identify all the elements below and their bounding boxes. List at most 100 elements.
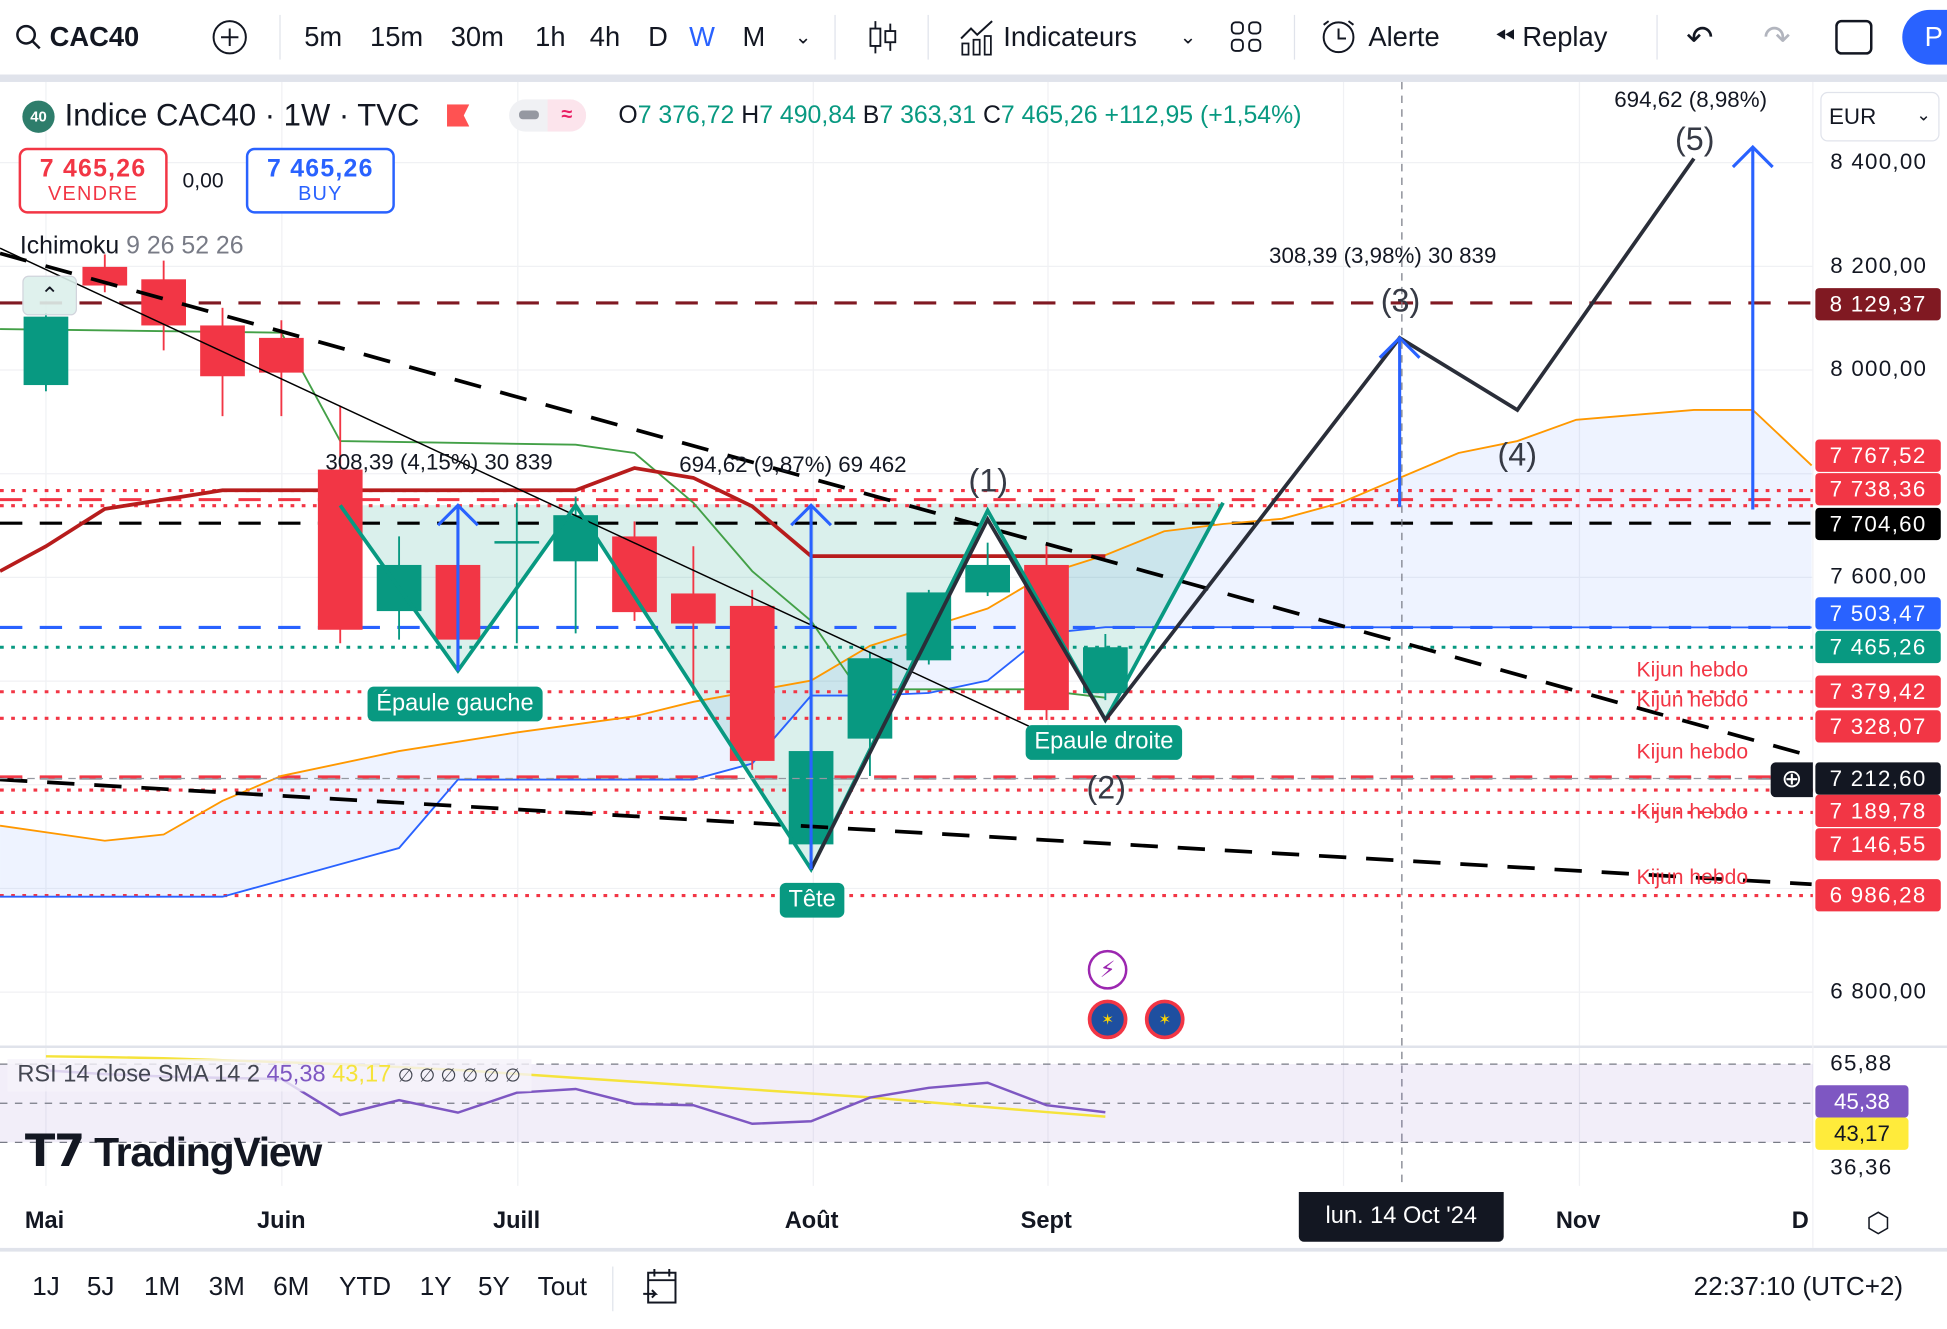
head-label[interactable]: Tête xyxy=(779,882,845,918)
indicators-dropdown[interactable]: ⌄ xyxy=(1179,27,1197,49)
alert-button[interactable]: Alerte xyxy=(1319,17,1440,57)
kijun-label: Kijun hebdo xyxy=(1636,658,1749,682)
interval-30m[interactable]: 30m xyxy=(450,21,504,53)
search-icon xyxy=(16,24,41,50)
interval-15m[interactable]: 15m xyxy=(370,21,424,53)
left-shoulder-label[interactable]: Épaule gauche xyxy=(367,686,543,722)
candle-down xyxy=(141,279,187,326)
clock-timezone[interactable]: 22:37:10 (UTC+2) xyxy=(1693,1272,1904,1302)
data-status-pill[interactable]: ≈ xyxy=(509,99,587,132)
wave-label[interactable]: (1) xyxy=(968,461,1008,500)
undo-button[interactable]: ↶ xyxy=(1686,17,1713,57)
publish-button[interactable]: P xyxy=(1902,9,1947,65)
range-6M[interactable]: 6M xyxy=(273,1272,310,1302)
market-closed-flag-icon xyxy=(447,104,470,127)
price-badge: 7 146,55 xyxy=(1815,828,1941,861)
kijun-sen-line xyxy=(0,466,1106,573)
interval-W[interactable]: W xyxy=(689,21,715,53)
grid-icon xyxy=(1230,21,1262,52)
interval-dropdown[interactable]: ⌄ xyxy=(794,27,812,49)
wave-label[interactable]: (4) xyxy=(1497,435,1537,474)
price-badge: 7 767,52 xyxy=(1815,439,1941,472)
ichimoku-cloud xyxy=(0,409,1812,897)
chikou-span-line xyxy=(0,328,1106,699)
axis-settings-button[interactable]: ⬡ xyxy=(1866,1207,1890,1239)
range-1J[interactable]: 1J xyxy=(32,1272,60,1302)
ohlc-values: O7 376,72 H7 490,84 B7 363,31 C7 465,26 … xyxy=(618,101,1302,130)
wave-label[interactable]: (5) xyxy=(1675,120,1715,158)
symbol-title[interactable]: Indice CAC40 · 1W · TVC xyxy=(64,98,420,133)
sell-button[interactable]: 7 465,26 VENDRE xyxy=(18,147,168,214)
eu-flag-event-icon[interactable]: ✶ xyxy=(1087,999,1128,1040)
currency-select[interactable]: EUR ⌄ xyxy=(1820,91,1940,142)
range-1Y[interactable]: 1Y xyxy=(419,1272,452,1302)
tradingview-logo[interactable]: 𝗧𝟳 TradingView xyxy=(24,1124,322,1176)
time-axis-label: Mai xyxy=(24,1208,65,1235)
arrow-head-icon xyxy=(1378,335,1421,359)
interval-M[interactable]: M xyxy=(742,21,766,53)
delay-icon: ≈ xyxy=(547,99,587,132)
range-5J[interactable]: 5J xyxy=(86,1272,115,1302)
wave-label[interactable]: (3) xyxy=(1380,281,1421,320)
range-5Y[interactable]: 5Y xyxy=(478,1272,510,1302)
arrow-head-icon xyxy=(1731,144,1774,169)
alarm-clock-icon xyxy=(1322,20,1355,54)
right-shoulder-label[interactable]: Epaule droite xyxy=(1025,725,1183,760)
lightning-event-icon[interactable]: ⚡︎ xyxy=(1087,949,1128,990)
collapse-legend-button[interactable]: ⌃ xyxy=(22,275,77,316)
interval-D[interactable]: D xyxy=(648,21,668,53)
symbol-label: CAC40 xyxy=(49,21,140,53)
plus-circle-icon: ⊕ xyxy=(1781,766,1803,794)
range-1M[interactable]: 1M xyxy=(144,1272,181,1302)
goto-date-button[interactable] xyxy=(641,1267,681,1313)
chevron-up-icon: ⌃ xyxy=(40,283,60,308)
candle-down xyxy=(671,593,716,624)
rsi-sma-badge: 43,17 xyxy=(1815,1117,1909,1150)
interval-5m[interactable]: 5m xyxy=(304,21,343,53)
eu-flag-event-icon[interactable]: ✶ xyxy=(1144,999,1185,1040)
compare-button[interactable] xyxy=(211,17,248,57)
wave-label[interactable]: (2) xyxy=(1086,768,1126,806)
add-alert-plus-button[interactable]: ⊕ xyxy=(1770,762,1813,798)
fullscreen-button[interactable] xyxy=(1835,17,1873,57)
indicators-button[interactable]: Indicateurs xyxy=(959,17,1137,57)
rsi-legend[interactable]: RSI 14 close SMA 14 2 45,38 43,17 ∅ ∅ ∅ … xyxy=(7,1059,531,1092)
indicator-legend[interactable]: Ichimoku 9 26 52 26 xyxy=(19,232,244,260)
measure-label[interactable]: 308,39 (4,15%) 30 839 xyxy=(325,449,553,475)
layouts-button[interactable] xyxy=(1229,17,1264,57)
measure-label[interactable]: 308,39 (3,98%) 30 839 xyxy=(1269,243,1497,269)
price-badge: 7 704,60 xyxy=(1815,507,1941,541)
symbol-search[interactable]: CAC40 xyxy=(15,17,139,57)
measure-label[interactable]: 694,62 (8,98%) xyxy=(1614,86,1768,112)
buy-button[interactable]: 7 465,26 BUY xyxy=(245,147,395,214)
range-YTD[interactable]: YTD xyxy=(338,1272,392,1302)
price-axis-label: 8 000,00 xyxy=(1830,356,1928,382)
candles-icon xyxy=(869,21,897,54)
rsi-axis-label: 65,88 xyxy=(1830,1050,1893,1076)
calendar-arrow-icon xyxy=(643,1269,677,1304)
time-axis-label: D xyxy=(1791,1208,1809,1235)
price-axis-label: 6 800,00 xyxy=(1830,978,1928,1004)
price-axis-label: 8 200,00 xyxy=(1830,252,1928,278)
arrow-head-icon xyxy=(436,503,479,527)
trend-line xyxy=(0,247,1030,727)
indicators-icon xyxy=(960,20,993,56)
sell-label: VENDRE xyxy=(47,183,139,205)
candle-down xyxy=(259,337,304,373)
top-toolbar: CAC40 5m 15m 30m 1h 4h D W M ⌄ Indicateurs ⌄ Al… xyxy=(0,0,1947,75)
interval-4h[interactable]: 4h xyxy=(589,21,621,53)
redo-button[interactable]: ↷ xyxy=(1763,17,1790,57)
measure-label[interactable]: 694,62 (9,87%) 69 462 xyxy=(679,451,907,477)
sell-price: 7 465,26 xyxy=(39,155,147,183)
range-Tout[interactable]: Tout xyxy=(537,1272,587,1302)
settings-hexagon-icon: ⬡ xyxy=(1866,1206,1891,1238)
wave-projection-path xyxy=(809,157,1696,871)
range-3M[interactable]: 3M xyxy=(208,1272,245,1302)
candle-up xyxy=(23,316,69,386)
chart-type-button[interactable] xyxy=(867,17,899,57)
replay-button[interactable]: ⏪︎ Replay xyxy=(1495,17,1607,57)
interval-1h[interactable]: 1h xyxy=(535,21,566,53)
square-icon xyxy=(1835,19,1873,55)
price-badge: 7 465,26 xyxy=(1815,630,1941,664)
undo-icon: ↶ xyxy=(1686,18,1714,56)
